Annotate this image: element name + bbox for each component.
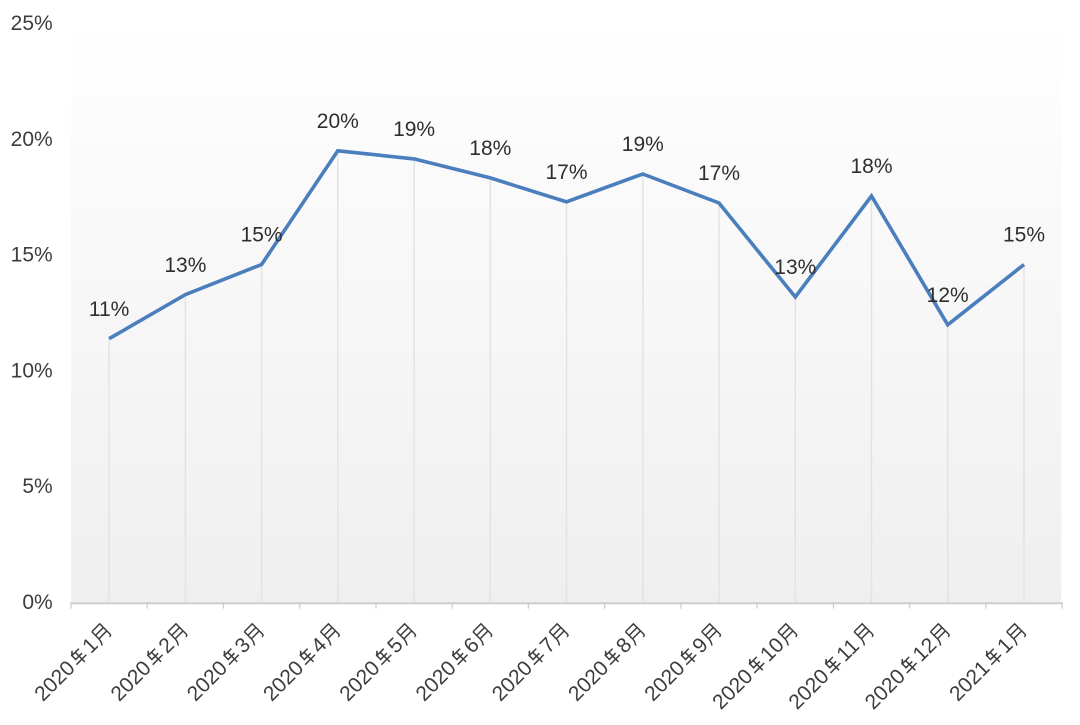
svg-text:10%: 10% [11, 359, 53, 382]
svg-text:5%: 5% [22, 475, 52, 498]
svg-text:15%: 15% [241, 224, 283, 247]
svg-text:18%: 18% [850, 155, 892, 178]
svg-text:11%: 11% [89, 298, 129, 321]
svg-text:17%: 17% [698, 162, 740, 185]
svg-text:2020: 2020 [861, 665, 910, 714]
svg-text:19%: 19% [622, 133, 664, 156]
svg-text:2020: 2020 [335, 657, 384, 706]
svg-text:2020: 2020 [708, 665, 757, 714]
svg-text:25%: 25% [11, 12, 53, 35]
svg-text:12%: 12% [927, 284, 969, 307]
svg-text:2020: 2020 [259, 657, 308, 706]
svg-text:13%: 13% [164, 254, 206, 277]
svg-text:2020: 2020 [784, 665, 833, 714]
svg-text:15%: 15% [11, 244, 53, 267]
svg-text:11: 11 [832, 635, 864, 667]
svg-text:20%: 20% [317, 110, 359, 133]
svg-text:2020: 2020 [107, 657, 156, 706]
svg-text:2020: 2020 [412, 657, 461, 706]
svg-text:2020: 2020 [183, 657, 232, 706]
svg-text:13%: 13% [774, 256, 816, 279]
svg-text:17%: 17% [545, 161, 587, 184]
svg-text:19%: 19% [393, 118, 435, 141]
svg-text:18%: 18% [469, 137, 511, 160]
svg-text:2021: 2021 [945, 657, 994, 706]
svg-text:20%: 20% [11, 128, 53, 151]
svg-text:15%: 15% [1003, 224, 1045, 247]
svg-text:2020: 2020 [30, 657, 79, 706]
svg-text:0%: 0% [22, 591, 52, 614]
svg-text:2020: 2020 [488, 657, 537, 706]
svg-text:2020: 2020 [564, 657, 613, 706]
svg-text:2020: 2020 [640, 657, 689, 706]
